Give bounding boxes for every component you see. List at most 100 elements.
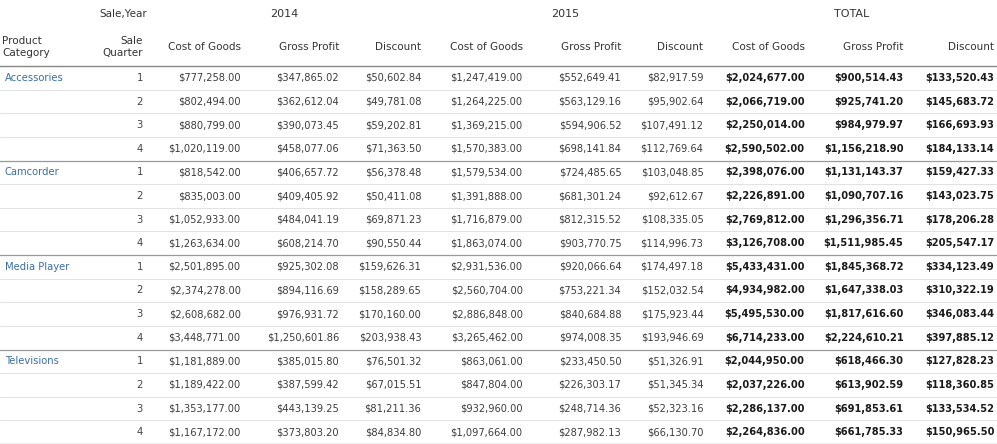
Text: Discount: Discount [948,42,994,52]
Bar [0,255,997,279]
Text: $193,946.69: $193,946.69 [641,333,704,343]
Text: $226,303.17: $226,303.17 [558,380,621,390]
Text: $92,612.67: $92,612.67 [647,191,704,201]
Text: 3: 3 [137,404,143,413]
Text: Gross Profit: Gross Profit [843,42,903,52]
Text: $1,369,215.00: $1,369,215.00 [451,120,522,130]
Text: $347,865.02: $347,865.02 [276,73,339,83]
Text: $50,411.08: $50,411.08 [365,191,422,201]
Text: Sale
Quarter: Sale Quarter [103,36,143,58]
Text: $170,160.00: $170,160.00 [358,309,422,319]
Text: $1,296,356.71: $1,296,356.71 [824,214,903,225]
Text: $82,917.59: $82,917.59 [647,73,704,83]
Text: Accessories: Accessories [5,73,64,83]
Text: $1,131,143.37: $1,131,143.37 [825,167,903,178]
Text: $2,044,950.00: $2,044,950.00 [725,357,805,366]
Text: $390,073.45: $390,073.45 [276,120,339,130]
Text: $159,427.33: $159,427.33 [925,167,994,178]
Text: $552,649.41: $552,649.41 [558,73,621,83]
Text: $3,448,771.00: $3,448,771.00 [168,333,240,343]
Text: $880,799.00: $880,799.00 [178,120,240,130]
Bar [0,0,997,28]
Text: Cost of Goods: Cost of Goods [167,42,240,52]
Text: $205,547.17: $205,547.17 [925,238,994,248]
Text: $974,008.35: $974,008.35 [558,333,621,343]
Text: $3,126,708.00: $3,126,708.00 [725,238,805,248]
Text: $1,052,933.00: $1,052,933.00 [168,214,240,225]
Text: $150,965.50: $150,965.50 [925,427,994,437]
Text: $724,485.65: $724,485.65 [558,167,621,178]
Text: $1,247,419.00: $1,247,419.00 [451,73,522,83]
Text: $2,226,891.00: $2,226,891.00 [725,191,805,201]
Text: $1,189,422.00: $1,189,422.00 [168,380,240,390]
Text: $56,378.48: $56,378.48 [365,167,422,178]
Text: $67,015.51: $67,015.51 [365,380,422,390]
Text: $51,326.91: $51,326.91 [647,357,704,366]
Text: Product
Category: Product Category [2,36,50,58]
Text: $563,129.16: $563,129.16 [558,96,621,107]
Text: $802,494.00: $802,494.00 [178,96,240,107]
Text: $3,265,462.00: $3,265,462.00 [451,333,522,343]
Text: $1,391,888.00: $1,391,888.00 [451,191,522,201]
Text: $385,015.80: $385,015.80 [276,357,339,366]
Text: $103,048.85: $103,048.85 [641,167,704,178]
Text: $1,090,707.16: $1,090,707.16 [825,191,903,201]
Text: Gross Profit: Gross Profit [561,42,621,52]
Text: 4: 4 [137,238,143,248]
Text: $608,214.70: $608,214.70 [276,238,339,248]
Text: $920,066.64: $920,066.64 [558,262,621,272]
Text: $1,817,616.60: $1,817,616.60 [825,309,903,319]
Text: $114,996.73: $114,996.73 [640,238,704,248]
Text: 1: 1 [137,357,143,366]
Text: $406,657.72: $406,657.72 [276,167,339,178]
Text: 3: 3 [137,309,143,319]
Bar [0,349,997,373]
Text: $112,769.64: $112,769.64 [640,144,704,154]
Text: $5,495,530.00: $5,495,530.00 [725,309,805,319]
Text: $484,041.19: $484,041.19 [276,214,339,225]
Text: $925,741.20: $925,741.20 [834,96,903,107]
Text: $894,116.69: $894,116.69 [276,285,339,296]
Text: $618,466.30: $618,466.30 [834,357,903,366]
Text: 2: 2 [137,285,143,296]
Text: $108,335.05: $108,335.05 [641,214,704,225]
Text: Cost of Goods: Cost of Goods [732,42,805,52]
Text: $458,077.06: $458,077.06 [276,144,339,154]
Text: $2,066,719.00: $2,066,719.00 [725,96,805,107]
Text: 3: 3 [137,120,143,130]
Text: $976,931.72: $976,931.72 [276,309,339,319]
Text: $691,853.61: $691,853.61 [834,404,903,413]
Text: $346,083.44: $346,083.44 [925,309,994,319]
Text: TOTAL: TOTAL [833,9,869,19]
Bar [0,302,997,326]
Text: $71,363.50: $71,363.50 [365,144,422,154]
Text: $613,902.59: $613,902.59 [834,380,903,390]
Text: 1: 1 [137,167,143,178]
Text: $2,769,812.00: $2,769,812.00 [725,214,805,225]
Text: $1,263,634.00: $1,263,634.00 [168,238,240,248]
Bar [0,161,997,184]
Text: $175,923.44: $175,923.44 [641,309,704,319]
Text: Sale,Year: Sale,Year [100,9,148,19]
Text: $1,863,074.00: $1,863,074.00 [451,238,522,248]
Text: $2,264,836.00: $2,264,836.00 [725,427,805,437]
Text: 1: 1 [137,73,143,83]
Text: $903,770.75: $903,770.75 [558,238,621,248]
Text: $1,020,119.00: $1,020,119.00 [168,144,240,154]
Text: Televisions: Televisions [5,357,59,366]
Text: $925,302.08: $925,302.08 [276,262,339,272]
Text: $52,323.16: $52,323.16 [647,404,704,413]
Text: $2,250,014.00: $2,250,014.00 [725,120,805,130]
Text: $812,315.52: $812,315.52 [558,214,621,225]
Text: $818,542.00: $818,542.00 [177,167,240,178]
Text: $835,003.00: $835,003.00 [178,191,240,201]
Text: $681,301.24: $681,301.24 [558,191,621,201]
Text: $1,647,338.03: $1,647,338.03 [825,285,903,296]
Bar [0,279,997,302]
Text: Camcorder: Camcorder [5,167,60,178]
Bar [0,90,997,113]
Text: $1,167,172.00: $1,167,172.00 [168,427,240,437]
Bar [0,326,997,349]
Text: $698,141.84: $698,141.84 [558,144,621,154]
Text: 2: 2 [137,380,143,390]
